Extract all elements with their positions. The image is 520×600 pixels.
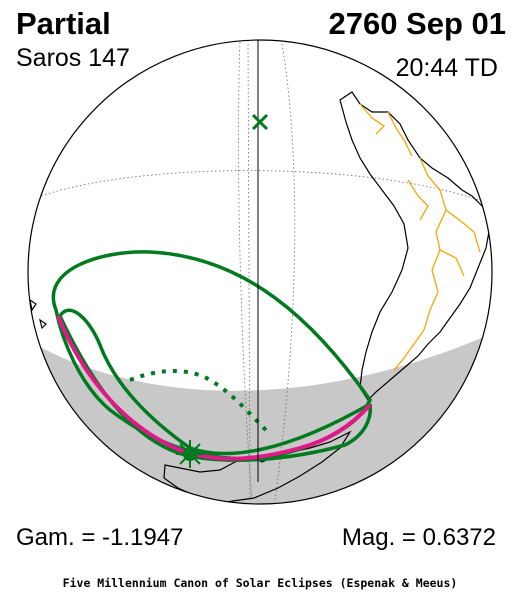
eclipse-date: 2760 Sep 01	[328, 6, 506, 41]
greatest-eclipse-curve	[56, 315, 372, 461]
eclipse-time: 20:44 TD	[395, 54, 498, 82]
eclipse-type-title: Partial	[16, 6, 111, 41]
magnitude-value: Mag. = 0.6372	[341, 524, 496, 551]
gamma-value: Gam. = -1.1947	[16, 524, 184, 551]
globe-outline	[27, 39, 493, 505]
inner-penumbra-limit	[58, 308, 371, 456]
credit-footer: Five Millennium Canon of Solar Eclipses …	[62, 576, 458, 590]
cross-marker	[251, 113, 269, 131]
sun-marker	[176, 440, 204, 468]
south-america-coast	[339, 91, 491, 401]
saros-number: Saros 147	[16, 44, 130, 72]
country-borders	[359, 103, 481, 371]
